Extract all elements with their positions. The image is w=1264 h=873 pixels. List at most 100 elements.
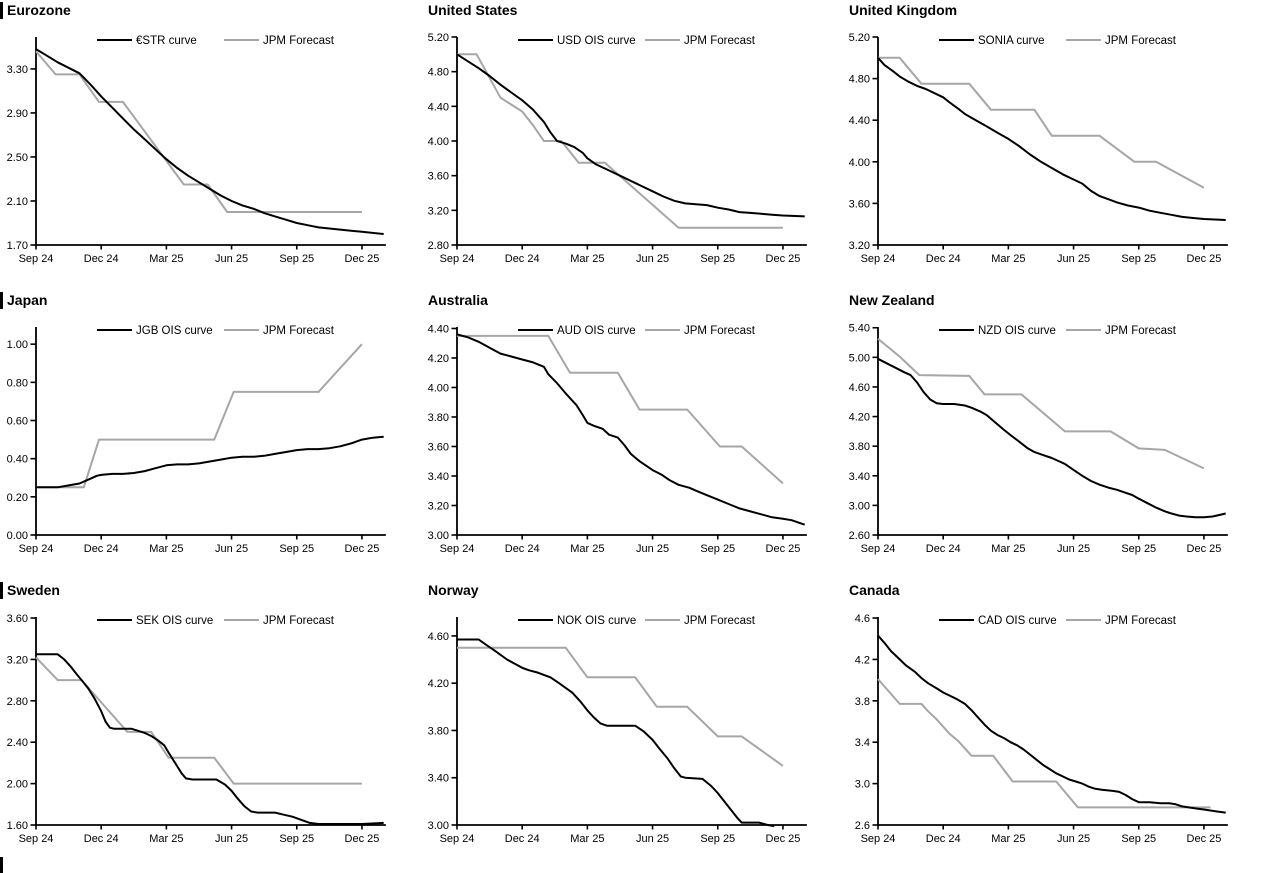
y-tick-label: 0.00 (7, 530, 28, 542)
y-tick-label: 3.4 (855, 737, 870, 749)
x-tick-label: Sep 24 (440, 253, 475, 265)
y-tick-label: 4.20 (849, 412, 870, 424)
x-tick-label: Mar 25 (991, 253, 1025, 265)
x-tick-label: Dec 25 (1187, 543, 1222, 555)
y-tick-label: 3.00 (849, 500, 870, 512)
y-tick-label: 4.60 (428, 631, 449, 643)
y-tick-label: 3.80 (428, 412, 449, 424)
y-tick-label: 2.40 (7, 737, 28, 749)
series-line-€str-curve (35, 48, 384, 235)
y-tick-label: 0.40 (7, 454, 28, 466)
chart-canada: Canada 4.6 4.2 3.8 3.4 3.0 2.6 Sep 24 Dec 24 Mar … (842, 580, 1264, 873)
y-tick-label: 5.40 (849, 323, 870, 335)
legend-label: JPM Forecast (263, 615, 335, 627)
chart-sweden: Sweden 3.60 3.20 2.80 2.40 2.00 1.60 Sep 24 Dec … (0, 580, 421, 873)
x-tick-label: Dec 24 (505, 253, 540, 265)
axes (456, 327, 807, 536)
x-tick-label: Mar 25 (991, 833, 1025, 845)
x-tick-label: Dec 24 (84, 833, 119, 845)
y-tick-label: 2.60 (849, 530, 870, 542)
series-line-jpm-forecast (36, 343, 363, 489)
chart-eurozone: Eurozone 3.30 2.90 2.50 2.10 1.70 Sep 24 Dec 24… (0, 0, 421, 290)
y-tick-label: 4.20 (428, 353, 449, 365)
y-tick-label: 2.80 (7, 696, 28, 708)
x-tick-label: Sep 24 (440, 833, 475, 845)
y-tick-label: 2.50 (7, 152, 28, 164)
y-tick-label: 4.00 (428, 136, 449, 148)
y-tick-label: 3.60 (7, 613, 28, 625)
y-tick-label: 3.20 (849, 240, 870, 252)
y-tick-label: 4.40 (428, 323, 449, 335)
y-tick-label: 3.00 (428, 820, 449, 832)
chart-title-text: Eurozone (7, 2, 71, 18)
y-tick-label: 3.80 (428, 725, 449, 737)
y-tick-label: 0.60 (7, 416, 28, 428)
axes (35, 617, 386, 826)
chart-title-text: Japan (7, 292, 48, 308)
y-tick-label: 3.20 (428, 500, 449, 512)
chart-title: Sweden (0, 580, 421, 602)
series-line-cad-ois-curve (877, 634, 1226, 814)
chart-title: Australia (421, 290, 842, 312)
series-line-sek-ois-curve (36, 653, 384, 825)
x-tick-label: Sep 25 (1121, 253, 1156, 265)
y-tick-label: 4.60 (849, 382, 870, 394)
chart-title-text: Australia (428, 292, 488, 308)
x-tick-label: Sep 25 (1121, 833, 1156, 845)
legend-label: JPM Forecast (1105, 35, 1177, 47)
x-tick-label: Jun 25 (215, 833, 248, 845)
chart-united-states: United States 5.20 4.80 4.40 4.00 3.60 3.20 2.8… (421, 0, 842, 290)
x-tick-label: Dec 25 (766, 543, 801, 555)
y-tick-label: 2.90 (7, 108, 28, 120)
legend-label: JPM Forecast (263, 325, 335, 337)
y-tick-label: 1.00 (7, 339, 28, 351)
y-tick-label: 3.80 (849, 441, 870, 453)
chart-japan: Japan 1.00 0.80 0.60 0.40 0.20 0.00 Sep 24 Dec 2… (0, 290, 421, 580)
x-tick-label: Dec 25 (1187, 253, 1222, 265)
next-section-bar (0, 857, 3, 873)
chart-title-text: United Kingdom (849, 2, 958, 18)
series-line-jpm-forecast (35, 656, 362, 785)
x-tick-label: Mar 25 (570, 833, 604, 845)
chart-norway: Norway 4.60 4.20 3.80 3.40 3.00 Sep 24 Dec 24 Ma… (421, 580, 842, 873)
legend-label: NZD OIS curve (978, 325, 1056, 337)
y-tick-label: 5.20 (428, 32, 449, 44)
chart-title: United States (421, 0, 842, 22)
y-tick-label: 3.40 (428, 773, 449, 785)
y-tick-label: 3.60 (849, 198, 870, 210)
legend-label: JPM Forecast (1105, 325, 1177, 337)
series-line-jpm-forecast (457, 53, 783, 229)
x-tick-label: Mar 25 (149, 833, 183, 845)
x-tick-label: Sep 25 (279, 253, 314, 265)
series-line-sonia-curve (877, 57, 1226, 221)
y-tick-label: 3.30 (7, 64, 28, 76)
x-tick-label: Jun 25 (636, 543, 669, 555)
x-tick-label: Dec 25 (345, 253, 380, 265)
chart-new-zealand: New Zealand 5.40 5.00 4.60 4.20 3.80 3.40 3.00 2… (842, 290, 1264, 580)
legend-label: JPM Forecast (684, 35, 756, 47)
y-tick-label: 4.00 (428, 382, 449, 394)
x-tick-label: Mar 25 (149, 543, 183, 555)
series-line-nok-ois-curve (457, 638, 775, 828)
y-tick-label: 4.40 (849, 115, 870, 127)
x-tick-label: Mar 25 (149, 253, 183, 265)
x-tick-label: Sep 24 (19, 543, 54, 555)
series-line-jpm-forecast (35, 50, 362, 213)
y-tick-label: 4.6 (855, 613, 870, 625)
y-tick-label: 3.8 (855, 696, 870, 708)
chart-title: New Zealand (842, 290, 1264, 312)
x-tick-label: Sep 24 (861, 833, 896, 845)
chart-title-text: Norway (428, 582, 479, 598)
x-tick-label: Jun 25 (215, 253, 248, 265)
x-tick-label: Sep 25 (700, 543, 735, 555)
y-tick-label: 3.20 (7, 654, 28, 666)
x-tick-label: Mar 25 (570, 253, 604, 265)
x-tick-label: Jun 25 (636, 833, 669, 845)
x-tick-label: Sep 24 (861, 543, 896, 555)
y-tick-label: 5.00 (849, 352, 870, 364)
y-tick-label: 4.00 (849, 157, 870, 169)
x-tick-label: Jun 25 (636, 253, 669, 265)
x-tick-label: Sep 25 (1121, 543, 1156, 555)
